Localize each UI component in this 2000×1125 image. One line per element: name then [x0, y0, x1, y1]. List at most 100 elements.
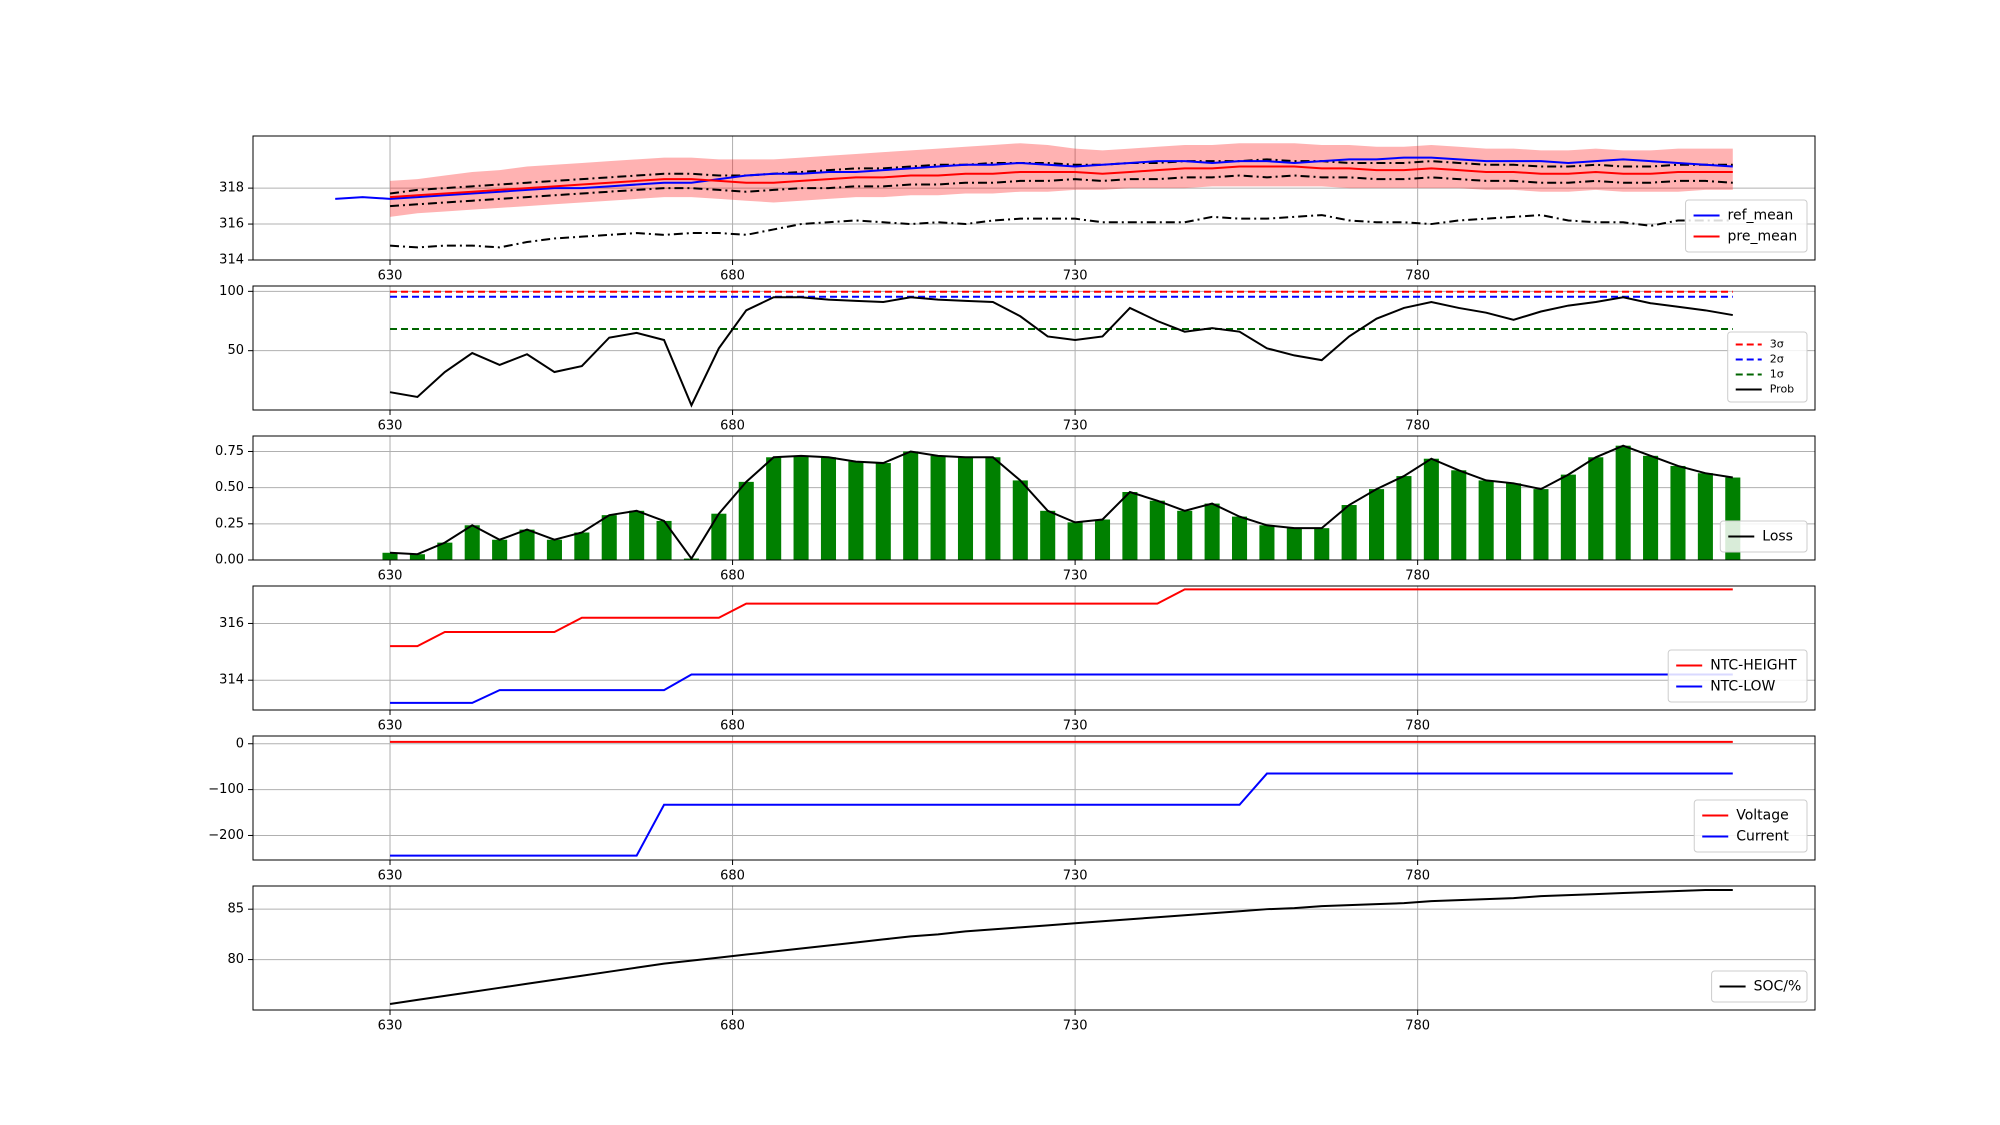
- series-line: [389, 174, 1733, 208]
- bar: [1478, 480, 1494, 560]
- bar: [1149, 500, 1165, 560]
- bar: [1451, 470, 1467, 560]
- bar: [766, 457, 782, 560]
- legend-box: [1693, 799, 1808, 853]
- y-tick-label: 314: [219, 253, 244, 268]
- series-line: [389, 444, 1733, 561]
- bar: [1506, 483, 1522, 560]
- x-tick-label: 780: [1405, 269, 1430, 284]
- x-tick-label: 730: [1063, 1019, 1088, 1034]
- x-tick-label: 780: [1405, 1019, 1430, 1034]
- x-tick-label: 630: [378, 1019, 403, 1034]
- series-line: [390, 588, 1733, 648]
- x-tick-label: 630: [378, 569, 403, 584]
- panel: 630 680 730 780 314 316 318 ref_mean pre_mean: [219, 135, 1816, 284]
- y-tick-label: 85: [227, 902, 244, 917]
- y-tick-label: 80: [227, 952, 244, 967]
- bar: [985, 457, 1001, 560]
- bar: [1231, 516, 1248, 560]
- y-tick-label: 0: [236, 736, 244, 751]
- series-line: [335, 156, 1733, 200]
- legend-box: [1685, 199, 1808, 253]
- x-tick-label: 780: [1405, 869, 1430, 884]
- legend-label: 2σ: [1770, 353, 1784, 366]
- bar: [1560, 474, 1576, 560]
- bar: [1012, 480, 1028, 560]
- bar: [1094, 519, 1111, 560]
- bar: [1423, 458, 1439, 560]
- x-tick-label: 680: [720, 419, 745, 434]
- axes-frame: [252, 285, 1816, 411]
- legend-label: ref_mean: [1728, 208, 1794, 224]
- y-tick-label: −200: [208, 828, 244, 843]
- bar: [1396, 476, 1412, 560]
- legend-label: 3σ: [1770, 338, 1784, 351]
- x-tick-label: 630: [378, 719, 403, 734]
- x-tick-label: 630: [378, 419, 403, 434]
- series-line: [390, 673, 1733, 704]
- bar: [738, 481, 754, 560]
- panel: 630 680 730 780 50 100 3σ 2σ 1σ Prob: [219, 284, 1816, 434]
- series-line: [390, 772, 1733, 857]
- panel: 630 680 730 780 314 316 NTC-HEIGHT NTC-LOW: [219, 585, 1816, 734]
- legend-box: [1711, 970, 1808, 1003]
- bar: [1533, 489, 1549, 560]
- y-tick-label: 100: [219, 284, 244, 299]
- y-tick-label: 50: [227, 343, 244, 358]
- x-tick-label: 780: [1405, 419, 1430, 434]
- x-tick-label: 680: [720, 1019, 745, 1034]
- bar: [1177, 510, 1193, 560]
- bar: [1588, 457, 1604, 560]
- bar: [1040, 510, 1056, 560]
- bar: [1286, 528, 1302, 560]
- legend-label: pre_mean: [1728, 229, 1798, 245]
- bar: [1697, 473, 1713, 560]
- x-tick-label: 680: [720, 719, 745, 734]
- x-tick-label: 630: [378, 269, 403, 284]
- legend-box: [1727, 331, 1808, 403]
- legend-label: SOC/%: [1754, 979, 1802, 995]
- axes-frame: [252, 435, 1816, 561]
- y-tick-label: 316: [219, 217, 244, 232]
- series-line: [389, 889, 1733, 1005]
- axes-frame: [252, 885, 1816, 1011]
- bar: [957, 457, 974, 560]
- x-tick-label: 680: [720, 269, 745, 284]
- panel: 630 680 730 780 0.00 0.25 0.50 0.75 Loss: [215, 435, 1816, 584]
- bar: [1122, 491, 1138, 560]
- bar: [656, 520, 672, 560]
- bar: [601, 515, 617, 560]
- bar: [820, 457, 837, 560]
- legend-label: 1σ: [1770, 368, 1784, 381]
- y-tick-label: 316: [219, 616, 244, 631]
- bar: [1314, 528, 1330, 560]
- bar: [1615, 445, 1631, 560]
- x-tick-label: 780: [1405, 569, 1430, 584]
- series-line: [389, 214, 1733, 249]
- bar: [1670, 465, 1686, 560]
- y-tick-label: 314: [219, 673, 244, 688]
- panel: 630 680 730 780 80 85 SOC/%: [227, 885, 1816, 1034]
- y-tick-label: 0.50: [215, 480, 244, 495]
- bar: [1067, 522, 1083, 560]
- legend-label: Current: [1736, 829, 1789, 845]
- y-tick-label: −100: [208, 782, 244, 797]
- bar: [1341, 505, 1357, 560]
- series-line: [389, 158, 1733, 195]
- bar: [930, 455, 946, 560]
- legend-box: [1719, 520, 1808, 553]
- bar: [464, 525, 480, 560]
- bar: [1643, 455, 1659, 560]
- x-tick-label: 630: [378, 869, 403, 884]
- legend-box: [1667, 649, 1808, 703]
- bar: [1204, 503, 1220, 560]
- bar: [492, 539, 508, 560]
- y-tick-label: 0.25: [215, 516, 244, 531]
- legend-label: Loss: [1762, 529, 1793, 545]
- legend-label: Voltage: [1736, 808, 1789, 824]
- bar: [546, 539, 562, 560]
- bar: [1369, 489, 1385, 560]
- x-tick-label: 730: [1063, 269, 1088, 284]
